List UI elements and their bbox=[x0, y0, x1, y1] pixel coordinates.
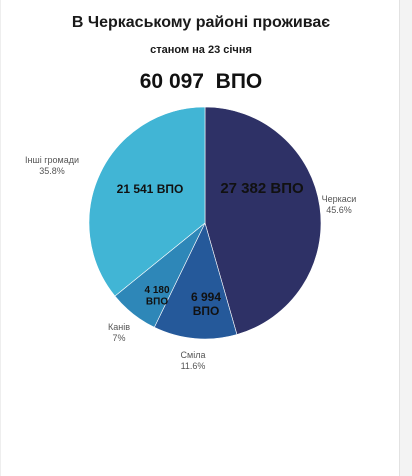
pie-slice[interactable] bbox=[88, 106, 206, 297]
slice-value-label: 6 994 ВПО bbox=[191, 290, 221, 318]
slice-category-label: Інші громади 35.8% bbox=[25, 155, 79, 176]
pie-slice[interactable] bbox=[153, 222, 238, 340]
slice-category-label: Канів 7% bbox=[108, 322, 130, 343]
slice-value-label: 27 382 ВПО bbox=[220, 180, 304, 197]
slice-category-label: Сміла 11.6% bbox=[181, 350, 206, 371]
pie-slice[interactable] bbox=[204, 106, 322, 335]
total-idp-count: 60 097 ВПО bbox=[139, 70, 263, 93]
pie-chart: 27 382 ВПО Черкаси 45.6% 6 994 ВПО Сміла 11.6%… bbox=[25, 106, 357, 371]
chart-title: В Черкаському районі проживає bbox=[71, 14, 331, 31]
scrollbar-track[interactable] bbox=[399, 0, 412, 476]
slice-value-label: 4 180 ВПО bbox=[144, 285, 169, 308]
chart-card: В Черкаському районі проживає станом на … bbox=[0, 0, 357, 476]
slice-value-label: 21 541 ВПО bbox=[117, 182, 184, 196]
slice-category-label: Черкаси 45.6% bbox=[322, 194, 357, 215]
chart-subtitle: станом на 23 січня bbox=[150, 44, 252, 56]
